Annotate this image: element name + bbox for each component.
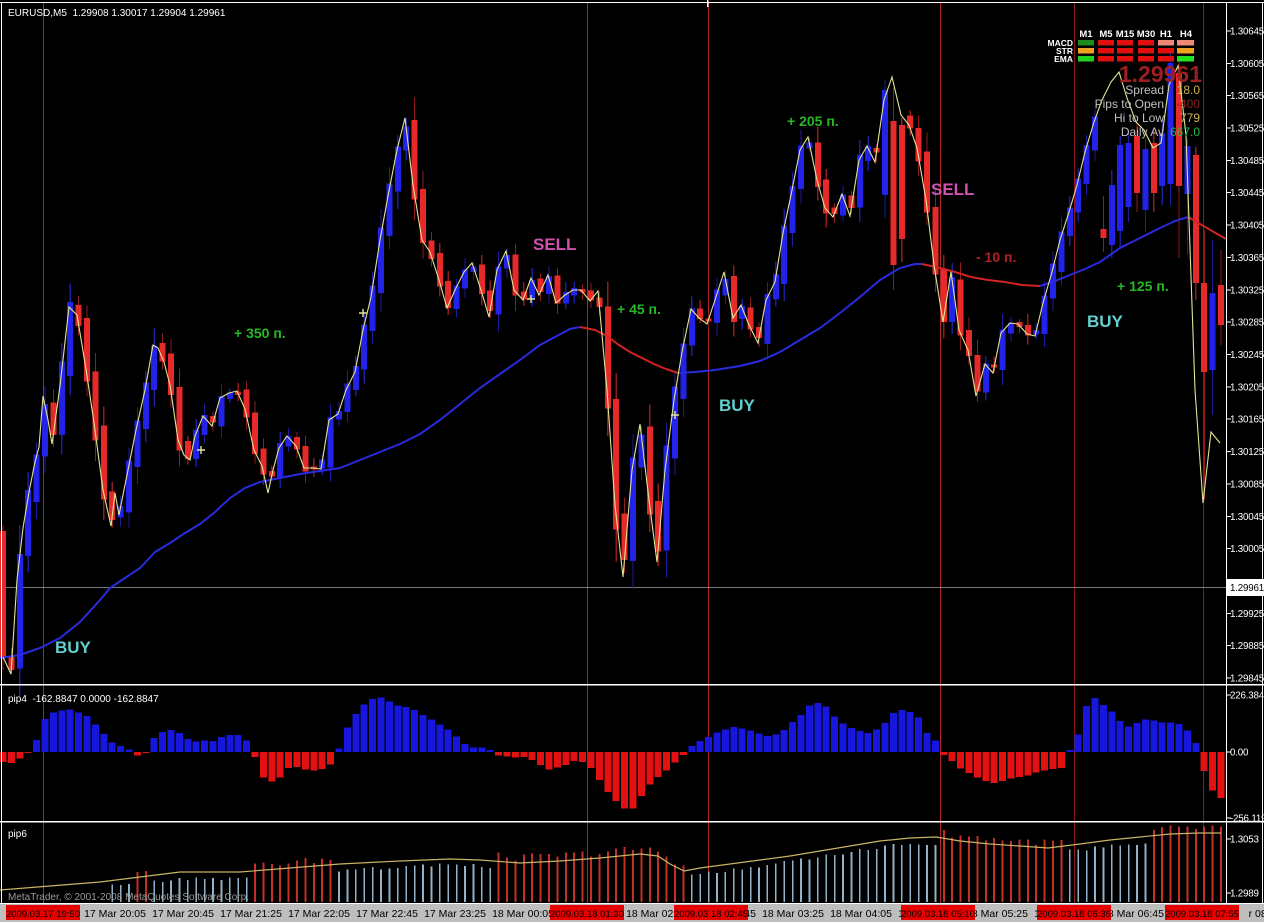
svg-text:+ 125 п.: + 125 п. [1117,278,1169,294]
svg-text:MetaTrader, © 2001-2008 MetaQu: MetaTrader, © 2001-2008 MetaQuotes Softw… [8,892,249,903]
svg-text:18 Mar 04:05: 18 Mar 04:05 [830,908,892,920]
svg-text:Pips to Open: Pips to Open [1095,97,1164,111]
svg-text:MACD: MACD [1048,38,1074,48]
svg-text:1.30085: 1.30085 [1230,479,1264,490]
svg-text:226.3843: 226.3843 [1230,691,1264,702]
svg-text:BUY: BUY [719,396,756,415]
svg-text:17 Mar 21:25: 17 Mar 21:25 [220,908,282,920]
svg-text:- 10 п.: - 10 п. [976,249,1016,265]
svg-text:BUY: BUY [1087,312,1124,331]
svg-text:1.29845: 1.29845 [1230,674,1264,685]
svg-text:667.0: 667.0 [1170,125,1200,139]
svg-text:2009.03.18 05:10: 2009.03.18 05:10 [901,909,975,920]
svg-text:1.3053: 1.3053 [1230,835,1260,846]
svg-text:Daily Av: Daily Av [1121,125,1164,139]
svg-text:H1: H1 [1160,29,1173,40]
svg-text:2009.03.18 02:45: 2009.03.18 02:45 [674,909,748,920]
svg-text:1.30125: 1.30125 [1230,447,1264,458]
svg-text:2009.03.17 19:50: 2009.03.17 19:50 [6,909,80,920]
svg-text:1.30365: 1.30365 [1230,253,1264,264]
svg-text:18 Mar 00:05: 18 Mar 00:05 [492,908,554,920]
svg-text:1.2989: 1.2989 [1230,889,1259,900]
svg-text:M30: M30 [1137,29,1155,40]
svg-text:Spread: Spread [1125,83,1164,97]
svg-text:1.30485: 1.30485 [1230,156,1264,167]
svg-text:17 Mar 20:45: 17 Mar 20:45 [152,908,214,920]
svg-text:1.30205: 1.30205 [1230,382,1264,393]
svg-text:18 Mar 03:25: 18 Mar 03:25 [762,908,824,920]
svg-text:1.30325: 1.30325 [1230,285,1264,296]
svg-text:pip4 -162.8847 0.0000 -162.88: pip4 -162.8847 0.0000 -162.8847 [8,694,159,705]
svg-text:18.0: 18.0 [1177,83,1201,97]
svg-text:1.30405: 1.30405 [1230,221,1264,232]
svg-text:1.30565: 1.30565 [1230,91,1264,102]
svg-text:M5: M5 [1099,29,1113,40]
svg-text:H4: H4 [1180,29,1193,40]
svg-text:779: 779 [1180,111,1200,125]
svg-text:1.29961: 1.29961 [1119,61,1202,87]
svg-text:1.30005: 1.30005 [1230,544,1264,555]
svg-text:1.29925: 1.29925 [1230,609,1264,620]
svg-text:2009.03.18 06:35: 2009.03.18 06:35 [1037,909,1111,920]
svg-text:17 Mar 20:05: 17 Mar 20:05 [84,908,146,920]
svg-text:1.30245: 1.30245 [1230,350,1264,361]
svg-text:+ 205 п.: + 205 п. [787,113,839,129]
svg-text:0.00: 0.00 [1230,748,1249,759]
svg-text:18 Mar 05:25: 18 Mar 05:25 [966,908,1028,920]
svg-text:pip6: pip6 [8,829,27,840]
svg-text:1.30445: 1.30445 [1230,188,1264,199]
svg-text:18 Mar 06:45: 18 Mar 06:45 [1102,908,1164,920]
svg-text:1.30645: 1.30645 [1230,27,1264,38]
svg-text:17 Mar 22:45: 17 Mar 22:45 [356,908,418,920]
svg-text:1.30165: 1.30165 [1230,415,1264,426]
svg-text:2009.03.18 07:55: 2009.03.18 07:55 [1165,909,1239,920]
svg-text:M1: M1 [1079,29,1093,40]
svg-text:SELL: SELL [533,235,576,254]
svg-text:-256.1193: -256.1193 [1230,814,1264,825]
svg-text:1.29885: 1.29885 [1230,641,1264,652]
svg-text:BUY: BUY [55,638,92,657]
svg-text:STR: STR [1056,46,1073,56]
svg-text:+ 350 п.: + 350 п. [234,325,286,341]
svg-text:1.30525: 1.30525 [1230,124,1264,135]
svg-text:EURUSD,M5 1.29908 1.30017 1.2: EURUSD,M5 1.29908 1.30017 1.29904 1.2996… [8,8,226,19]
svg-text:M15: M15 [1116,29,1135,40]
svg-text:+ 45 п.: + 45 п. [617,301,661,317]
svg-text:r 08:0: r 08:0 [1249,908,1264,920]
svg-text:SELL: SELL [931,180,974,199]
svg-text:-400: -400 [1176,97,1200,111]
svg-text:1.29961: 1.29961 [1230,583,1264,594]
svg-text:18 Mar 02:05: 18 Mar 02:05 [626,908,688,920]
svg-text:EMA: EMA [1054,54,1073,64]
svg-text:Hi to Low: Hi to Low [1114,111,1164,125]
svg-text:2009.03.18 01:30: 2009.03.18 01:30 [550,909,624,920]
svg-text:17 Mar 22:05: 17 Mar 22:05 [288,908,350,920]
svg-text:1.30045: 1.30045 [1230,512,1264,523]
svg-text:1.30605: 1.30605 [1230,59,1264,70]
svg-text:17 Mar 23:25: 17 Mar 23:25 [424,908,486,920]
svg-text:1.30285: 1.30285 [1230,318,1264,329]
